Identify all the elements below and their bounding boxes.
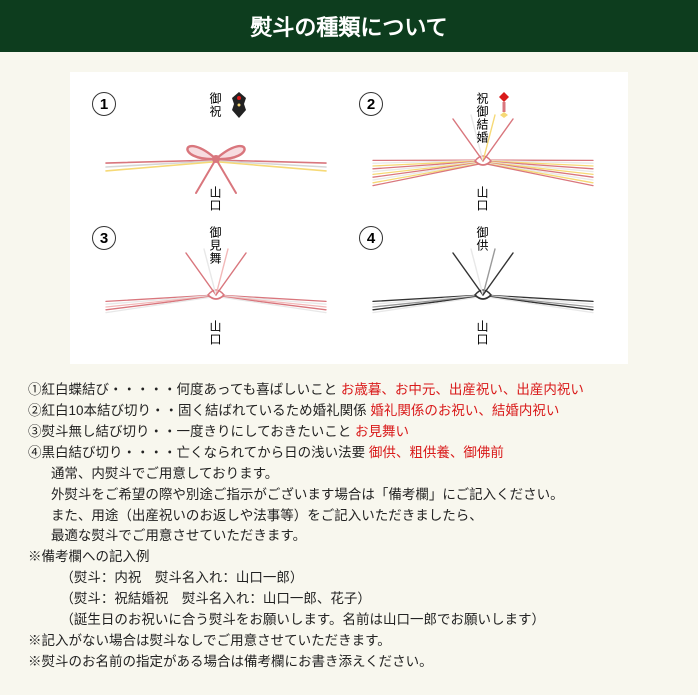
desc-text: ④黒白結び切り・・・・亡くなられてから日の浅い法要	[28, 445, 369, 460]
desc-text: ①紅白蝶結び・・・・・何度あっても喜ばしいこと	[28, 382, 341, 397]
noshi-bottom-label: 山口	[207, 186, 224, 212]
desc-line: （誕生日のお祝いに合う熨斗をお願いします。名前は山口一郎でお願いします）	[28, 610, 670, 631]
desc-line-1: ①紅白蝶結び・・・・・何度あっても喜ばしいこと お歳暮、お中元、出産祝い、出産内…	[28, 380, 670, 401]
noshi-bottom-label: 山口	[474, 320, 491, 346]
noshi-top-label: 御供	[474, 226, 491, 252]
desc-line: ※備考欄への記入例	[28, 547, 670, 568]
noshi-ornament-icon	[499, 92, 509, 123]
desc-line: 通常、内熨斗でご用意しております。	[28, 464, 670, 485]
desc-line: また、用途（出産祝いのお返しや法事等）をご記入いただきましたら、	[28, 506, 670, 527]
noshi-cell-3: 3 御見舞 山口	[82, 220, 349, 354]
desc-line-4: ④黒白結び切り・・・・亡くなられてから日の浅い法要 御供、粗供養、御佛前	[28, 443, 670, 464]
desc-text: ②紅白10本結び切り・・固く結ばれているため婚礼関係	[28, 403, 370, 418]
desc-line: （熨斗：内祝 熨斗名入れ：山口一郎）	[28, 568, 670, 589]
desc-red-text: 婚礼関係のお祝い、結婚内祝い	[370, 403, 559, 418]
desc-line: ※熨斗のお名前の指定がある場合は備考欄にお書き添えください。	[28, 652, 670, 673]
description-block: ①紅白蝶結び・・・・・何度あっても喜ばしいこと お歳暮、お中元、出産祝い、出産内…	[0, 380, 698, 683]
desc-line: （熨斗：祝結婚祝 熨斗名入れ：山口一郎、花子）	[28, 589, 670, 610]
desc-line: 最適な熨斗でご用意させていただきます。	[28, 526, 670, 547]
noshi-number-badge: 1	[92, 92, 116, 116]
noshi-top-label: 祝御結婚	[474, 92, 491, 144]
noshi-row-1: 1 御祝 山口 2 祝御結婚 山口	[82, 86, 616, 220]
noshi-ornament-icon	[232, 92, 246, 123]
noshi-bottom-label: 山口	[207, 320, 224, 346]
desc-red-text: 御供、粗供養、御佛前	[369, 445, 504, 460]
desc-text: ③熨斗無し結び切り・・一度きりにしておきたいこと	[28, 424, 355, 439]
noshi-top-label: 御祝	[207, 92, 224, 118]
desc-red-text: お見舞い	[355, 424, 409, 439]
desc-line-3: ③熨斗無し結び切り・・一度きりにしておきたいこと お見舞い	[28, 422, 670, 443]
desc-line: 外熨斗をご希望の際や別途ご指示がございます場合は「備考欄」にご記入ください。	[28, 485, 670, 506]
noshi-number-badge: 3	[92, 226, 116, 250]
noshi-bottom-label: 山口	[474, 186, 491, 212]
noshi-cell-1: 1 御祝 山口	[82, 86, 349, 220]
noshi-top-label: 御見舞	[207, 226, 224, 265]
noshi-number-badge: 4	[359, 226, 383, 250]
noshi-number-badge: 2	[359, 92, 383, 116]
desc-line: ※記入がない場合は熨斗なしでご用意させていただきます。	[28, 631, 670, 652]
noshi-cell-4: 4 御供 山口	[349, 220, 616, 354]
desc-line-2: ②紅白10本結び切り・・固く結ばれているため婚礼関係 婚礼関係のお祝い、結婚内祝…	[28, 401, 670, 422]
desc-red-text: お歳暮、お中元、出産祝い、出産内祝い	[341, 382, 584, 397]
noshi-row-2: 3 御見舞 山口 4 御供 山口	[82, 220, 616, 354]
page-header: 熨斗の種類について	[0, 0, 698, 52]
noshi-grid: 1 御祝 山口 2 祝御結婚 山口 3 御見舞 山口 4 御供	[70, 72, 628, 364]
page-title: 熨斗の種類について	[250, 15, 447, 40]
noshi-cell-2: 2 祝御結婚 山口	[349, 86, 616, 220]
